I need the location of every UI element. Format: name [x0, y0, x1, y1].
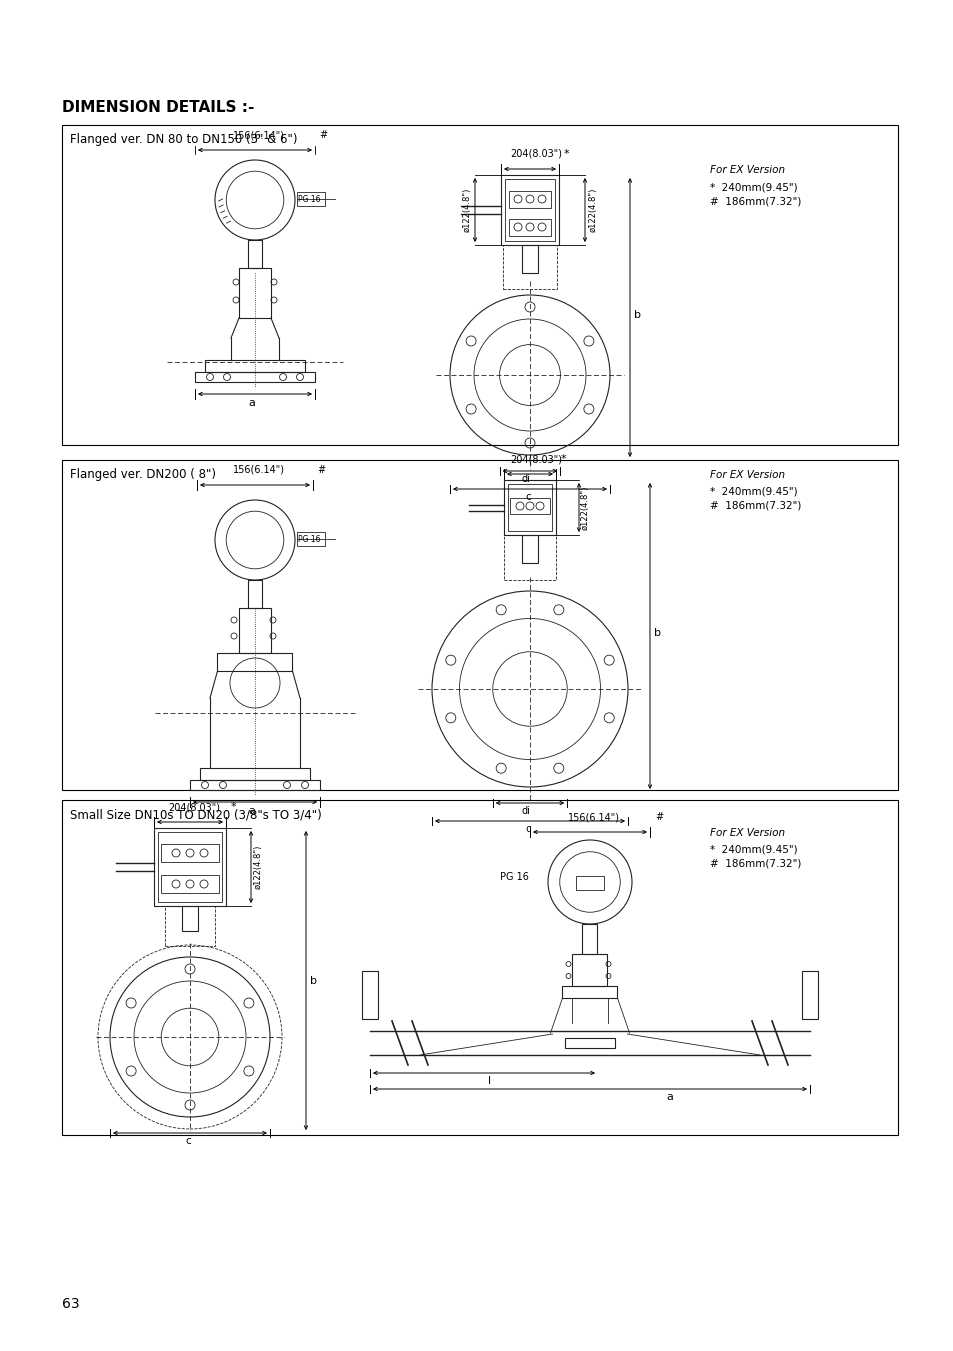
Text: *  240mm(9.45"): * 240mm(9.45") [709, 486, 797, 497]
Text: #  186mm(7.32"): # 186mm(7.32") [709, 196, 801, 205]
Bar [521, 535, 537, 563]
Bar [510, 499, 550, 513]
Bar [182, 907, 198, 931]
Bar [153, 828, 226, 907]
Bar [504, 178, 555, 240]
Text: ø122(4.8"): ø122(4.8") [588, 188, 597, 232]
Bar [248, 580, 262, 608]
Text: DIMENSION DETAILS :-: DIMENSION DETAILS :- [62, 100, 254, 115]
Text: ø122(4.8"): ø122(4.8") [462, 188, 471, 232]
Text: 204(8.03"): 204(8.03") [168, 802, 220, 812]
Text: c: c [185, 1136, 191, 1146]
Bar [296, 192, 325, 205]
Text: di: di [521, 474, 530, 484]
Bar [190, 780, 319, 790]
Bar [239, 267, 271, 317]
Text: #: # [655, 812, 662, 821]
Bar [200, 767, 310, 780]
Bar [503, 535, 556, 580]
Text: *  240mm(9.45"): * 240mm(9.45") [709, 844, 797, 855]
Text: 156(6.14"): 156(6.14") [233, 130, 285, 141]
Text: b: b [310, 975, 316, 985]
Bar [507, 484, 552, 531]
Text: #: # [316, 465, 325, 476]
Text: *  240mm(9.45"): * 240mm(9.45") [709, 182, 797, 192]
Text: PG 16: PG 16 [297, 195, 320, 204]
Bar [509, 190, 551, 208]
Bar [296, 532, 325, 546]
Text: *: * [231, 802, 236, 812]
Text: 204(8.03"): 204(8.03") [510, 149, 561, 159]
Text: PG 16: PG 16 [499, 871, 528, 882]
Bar [205, 359, 305, 372]
Bar [500, 176, 558, 245]
Text: Flanged ver. DN200 ( 8"): Flanged ver. DN200 ( 8") [70, 467, 215, 481]
Bar [165, 907, 214, 946]
Bar [194, 372, 314, 382]
Text: a: a [249, 399, 255, 408]
Bar [562, 986, 617, 998]
Text: For EX Version: For EX Version [709, 165, 784, 176]
Bar [576, 875, 603, 890]
Bar [502, 245, 557, 289]
Text: 63: 63 [62, 1297, 79, 1310]
Text: *: * [560, 454, 566, 463]
Bar [361, 971, 377, 1019]
Bar [62, 126, 897, 444]
Bar [572, 954, 607, 986]
Text: 204(8.03"): 204(8.03") [510, 454, 561, 463]
Text: b: b [654, 628, 660, 639]
Text: Flanged ver. DN 80 to DN150 (3" & 6"): Flanged ver. DN 80 to DN150 (3" & 6") [70, 132, 297, 146]
Bar [158, 832, 222, 902]
Bar [62, 459, 897, 790]
Text: b: b [634, 309, 640, 320]
Bar [503, 480, 556, 535]
Text: *: * [563, 149, 569, 159]
Bar [62, 800, 897, 1135]
Text: #  186mm(7.32"): # 186mm(7.32") [709, 501, 801, 511]
Text: PG 16: PG 16 [297, 535, 320, 543]
Bar [248, 240, 262, 267]
Text: l: l [488, 1075, 491, 1086]
Text: For EX Version: For EX Version [709, 828, 784, 838]
Bar [217, 653, 293, 671]
Text: Small Size DN10s TO DN20 (3/8"s TO 3/4"): Small Size DN10s TO DN20 (3/8"s TO 3/4") [70, 808, 321, 821]
Bar [509, 219, 551, 236]
Bar [161, 875, 219, 893]
Text: c: c [524, 492, 530, 503]
Bar [582, 924, 597, 954]
Text: a: a [249, 807, 255, 816]
Bar [239, 608, 271, 653]
Bar [161, 844, 219, 862]
Text: a: a [666, 1092, 673, 1102]
Text: ø122(4.8"): ø122(4.8") [579, 485, 589, 530]
Text: 156(6.14"): 156(6.14") [233, 465, 285, 476]
Text: #  186mm(7.32"): # 186mm(7.32") [709, 859, 801, 869]
Bar [521, 245, 537, 273]
Text: ø122(4.8"): ø122(4.8") [253, 844, 262, 889]
Bar [564, 1038, 615, 1048]
Text: c: c [524, 824, 530, 834]
Text: 156(6.14"): 156(6.14") [567, 812, 619, 821]
Text: di: di [521, 807, 530, 816]
Text: For EX Version: For EX Version [709, 470, 784, 480]
Bar [801, 971, 817, 1019]
Text: #: # [318, 130, 327, 141]
